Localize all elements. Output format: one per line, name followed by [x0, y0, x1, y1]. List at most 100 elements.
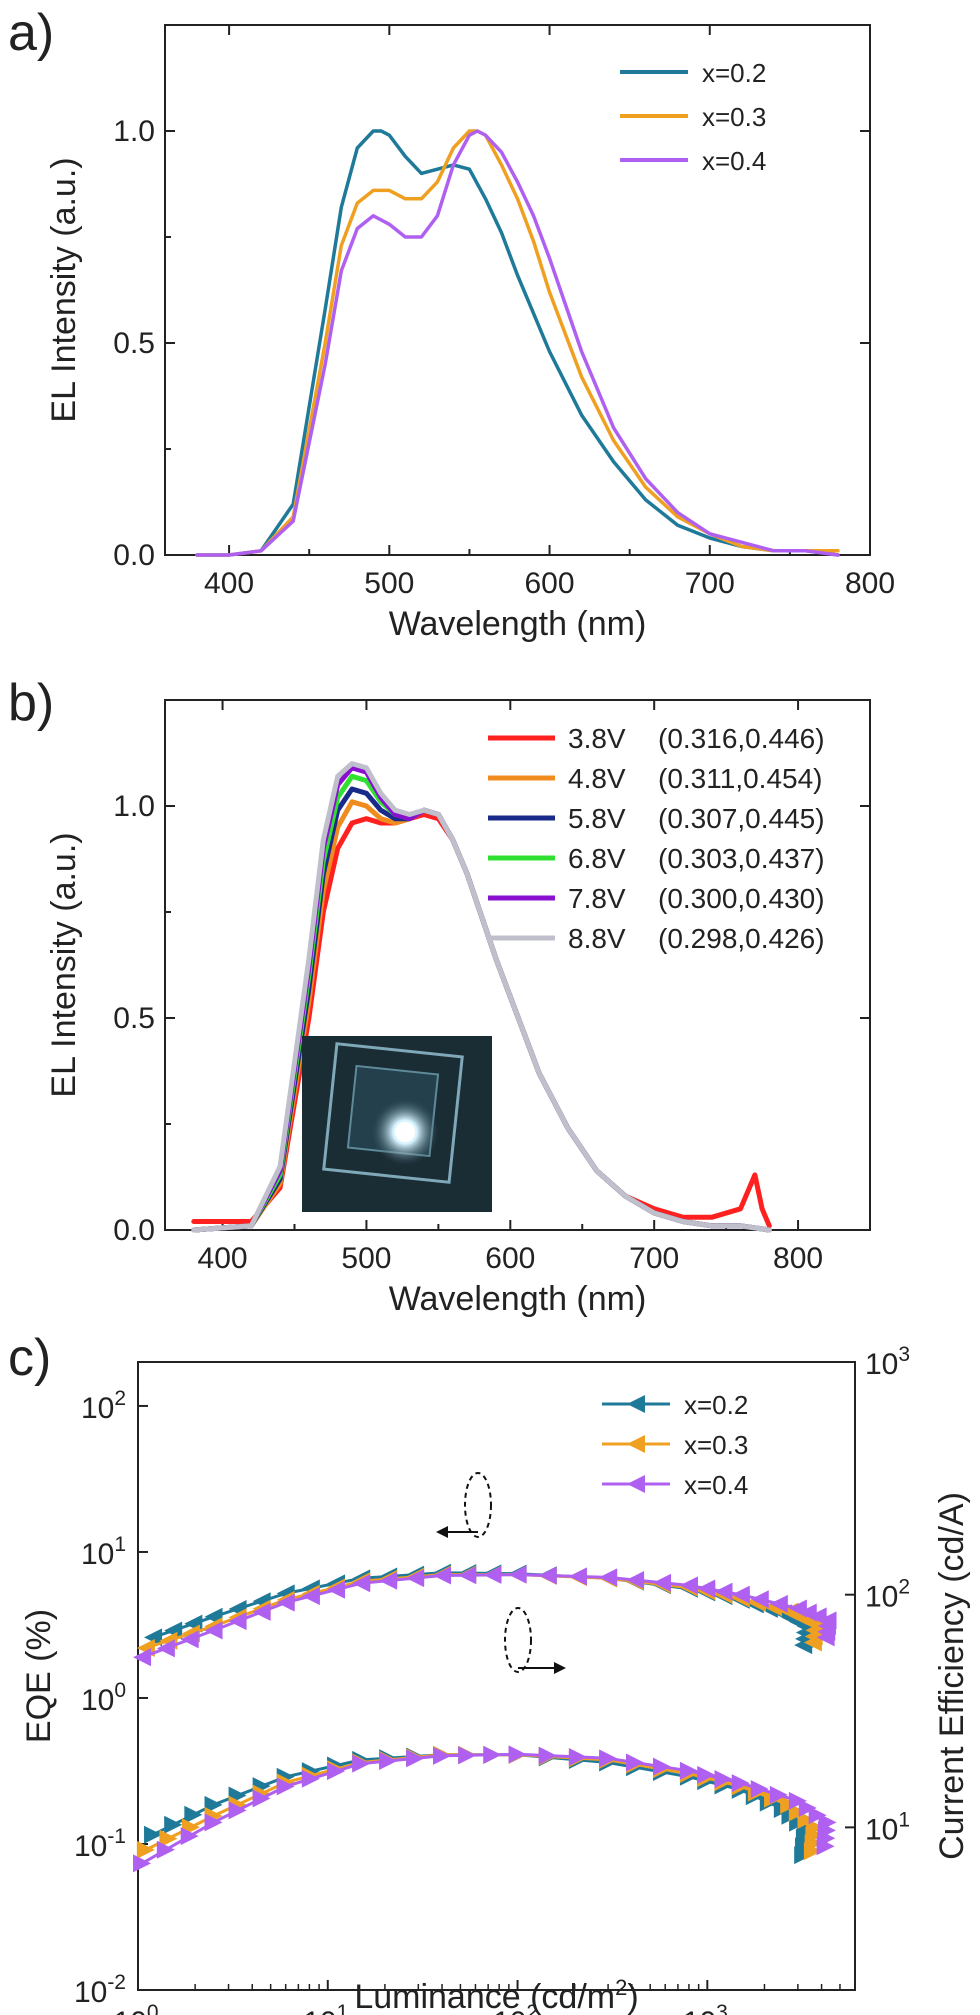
y2-tick-label-1-base: 10 [865, 1581, 898, 1614]
eqe-marker-x=0.4 [626, 1571, 645, 1590]
ce-marker-x=0.4 [568, 1748, 587, 1766]
y-tick-label: 0.5 [113, 1002, 155, 1035]
y-axis-label: EQE (%) [20, 1609, 58, 1743]
eqe-marker-x=0.4 [327, 1580, 346, 1599]
ce-marker-x=0.4 [133, 1854, 152, 1873]
panel-b: 400 500 600 700 800 0.0 0.5 1.0 Wavelength (nm) E… [45, 699, 871, 1318]
y-tick-label-2-exp: 0 [114, 1679, 126, 1702]
legend-label-7.8V: 7.8V [568, 883, 626, 914]
y2-tick-label-2: 103 [865, 1343, 910, 1381]
legend-coords-8.8V: (0.298,0.426) [658, 923, 825, 954]
plot-frame [137, 1361, 856, 1991]
legend-marker-x=0.2 [627, 1395, 645, 1413]
ce-line-x=0.3 [145, 1753, 817, 1852]
ce-marker-x=0.4 [406, 1749, 425, 1768]
y-tick-label-0-base: 10 [74, 1976, 107, 2009]
series-line-8.8V [191, 761, 772, 1233]
y-tick-label-3: 101 [81, 1533, 126, 1571]
ce-marker-x=0.4 [538, 1746, 557, 1765]
ce-marker-x=0.4 [228, 1801, 247, 1820]
ce-marker-x=0.4 [252, 1789, 271, 1808]
y-tick-label-3-base: 10 [81, 1538, 114, 1571]
plot-frame [164, 24, 871, 556]
y-tick-label-0: 10-2 [74, 1971, 126, 2009]
ce-marker-x=0.4 [180, 1827, 199, 1846]
panel-c: 10010110210310-210-1100101102101102103Lu… [20, 1343, 971, 2015]
eqe-marker-x=0.4 [483, 1565, 502, 1584]
ce-marker-x=0.4 [652, 1757, 671, 1776]
y-tick-label-4: 102 [81, 1387, 126, 1425]
y-tick-label-1-exp: -1 [107, 1825, 126, 1848]
legend-coords-7.8V: (0.300,0.430) [658, 883, 825, 914]
ce-marker-x=0.2 [164, 1815, 183, 1834]
x-tick-label-3-exp: 3 [716, 2001, 728, 2015]
y2-tick-label-1: 102 [865, 1576, 910, 1614]
ce-marker-x=0.4 [626, 1753, 645, 1772]
y2-tick-label-0-base: 10 [865, 1813, 898, 1846]
y-tick-label: 0.5 [113, 327, 155, 360]
x-axis-label-end: ) [627, 1978, 638, 2015]
y2-tick-label-2-exp: 3 [898, 1343, 910, 1366]
eqe-marker-x=0.4 [133, 1648, 152, 1667]
legend-coords-6.8V: (0.303,0.437) [658, 843, 825, 874]
ce-marker-x=0.4 [301, 1769, 320, 1788]
eqe-marker-x=0.4 [508, 1565, 527, 1584]
eqe-marker-x=0.4 [599, 1568, 618, 1587]
legend-coords-4.8V: (0.311,0.454) [658, 763, 823, 794]
x-tick-label: 600 [485, 1242, 535, 1275]
eqe-marker-x=0.4 [379, 1571, 398, 1590]
eqe-marker-x=0.4 [433, 1566, 452, 1585]
legend-label-3.8V: 3.8V [568, 723, 626, 754]
y-tick-label: 1.0 [113, 115, 155, 148]
legend-marker-x=0.4 [627, 1475, 645, 1493]
y-tick-label: 1.0 [113, 790, 155, 823]
y-tick-label-0-exp: -2 [107, 1971, 126, 1994]
series-line-x=0.4 [195, 129, 840, 557]
y-tick-label: 0.0 [113, 1214, 155, 1247]
plot-frame [164, 699, 871, 1231]
ce-marker-x=0.3 [159, 1829, 178, 1848]
panel-label-c: c) [8, 1329, 51, 1387]
x-tick-label: 800 [845, 567, 895, 600]
x-axis-label: Luminance (cd/m2) [354, 1975, 638, 2015]
x-tick-label: 700 [685, 567, 735, 600]
legend-label-4.8V: 4.8V [568, 763, 626, 794]
inset-glow-core [395, 1122, 415, 1142]
x-tick-label: 400 [204, 567, 254, 600]
ce-marker-x=0.4 [327, 1762, 346, 1781]
eqe-marker-x=0.4 [679, 1576, 698, 1595]
series-line-x=0.2 [195, 129, 840, 557]
x-tick-label-1-base: 10 [303, 2006, 336, 2015]
x-tick-label: 600 [525, 567, 575, 600]
y2-tick-label-2-base: 10 [865, 1348, 898, 1381]
y2-axis-label: Current Efficiency (cd/A) [933, 1492, 971, 1860]
ce-marker-x=0.4 [483, 1745, 502, 1764]
eqe-marker-x=0.4 [252, 1602, 271, 1621]
inset-photo [302, 1036, 492, 1212]
x-tick-label-1: 101 [303, 2001, 348, 2015]
ce-marker-x=0.4 [679, 1761, 698, 1780]
x-tick-label: 500 [341, 1242, 391, 1275]
eqe-marker-x=0.4 [180, 1630, 199, 1649]
ce-marker-x=0.4 [808, 1806, 827, 1825]
legend-label-x=0.3: x=0.3 [684, 1430, 748, 1460]
y-axis-label: EL Intensity (a.u.) [45, 157, 83, 422]
eqe-marker-x=0.4 [156, 1639, 175, 1658]
eqe-marker-x=0.4 [697, 1579, 716, 1598]
y-tick-label-1: 10-1 [74, 1825, 126, 1863]
ce-axis-indicator [504, 1607, 532, 1673]
eqe-marker-x=0.4 [228, 1612, 247, 1631]
ce-marker-x=0.4 [731, 1774, 750, 1793]
eqe-marker-x=0.4 [301, 1587, 320, 1606]
ce-marker-x=0.4 [714, 1769, 733, 1788]
x-tick-label: 700 [629, 1242, 679, 1275]
legend-coords-5.8V: (0.307,0.445) [658, 803, 825, 834]
ce-marker-x=0.4 [276, 1777, 295, 1796]
y-tick-label-2-base: 10 [81, 1684, 114, 1717]
inset-device-outline [322, 1042, 464, 1184]
x-tick-label: 500 [364, 567, 414, 600]
eqe-marker-x=0.4 [276, 1593, 295, 1612]
eqe-marker-x=0.4 [652, 1573, 671, 1592]
ce-marker-x=0.4 [750, 1780, 769, 1799]
